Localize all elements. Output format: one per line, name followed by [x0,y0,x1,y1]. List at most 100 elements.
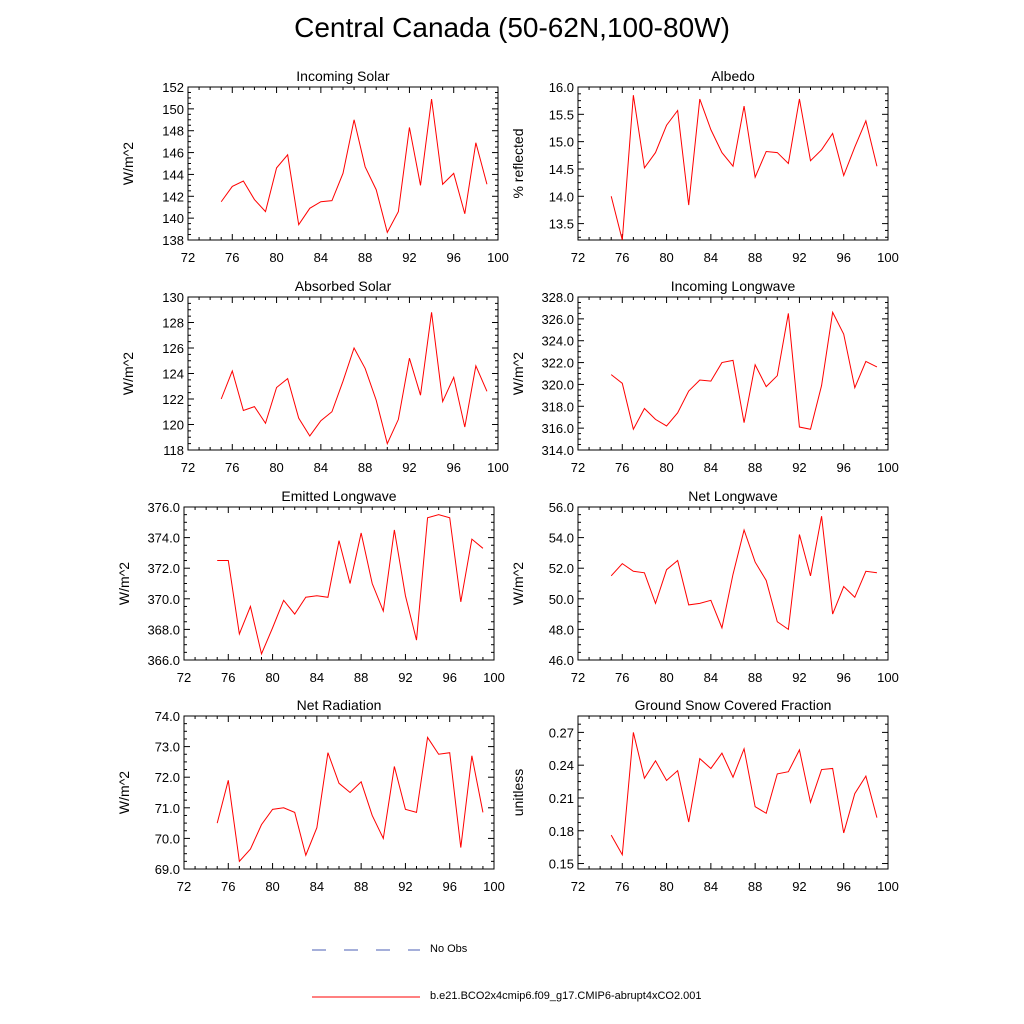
panel-title: Incoming Solar [296,68,390,84]
legend-label-no-obs: No Obs [430,943,468,955]
x-tick-label: 76 [615,460,629,475]
x-tick-label: 92 [792,460,806,475]
y-tick-label: 324.0 [541,334,574,349]
y-tick-label: 120 [162,418,184,433]
x-tick-label: 84 [310,879,324,894]
x-tick-label: 84 [314,250,328,265]
y-tick-label: 322.0 [541,356,574,371]
series-line [217,514,484,656]
x-tick-label: 96 [442,879,456,894]
x-tick-label: 80 [269,460,283,475]
x-tick-label: 88 [354,670,368,685]
x-tick-label: 72 [181,250,195,265]
panel-1: 72 76 80 84 88 92 96 100 138 140 142 144 146 148 150 15… [120,68,509,265]
y-tick-label: 71.0 [155,801,180,816]
series-line [220,98,488,234]
y-tick-label: 118 [163,443,184,458]
plot-frame [577,296,889,451]
series-line [610,95,878,241]
y-tick-label: 16.0 [549,80,574,95]
x-tick-label: 100 [877,670,899,685]
x-tick-label: 72 [571,460,585,475]
x-tick-label: 88 [748,460,762,475]
x-tick-label: 100 [877,250,899,265]
y-axis-label: W/m^2 [120,352,136,395]
y-tick-label: 13.5 [549,217,574,232]
y-tick-label: 56.0 [549,500,574,515]
y-tick-label: 15.0 [549,135,574,150]
y-tick-label: 130 [162,290,184,305]
x-tick-label: 88 [358,460,372,475]
series-line [610,732,878,857]
x-tick-label: 88 [748,670,762,685]
y-tick-label: 148 [162,124,184,139]
x-tick-label: 92 [398,670,412,685]
y-axis-label: W/m^2 [116,562,132,605]
y-tick-label: 46.0 [549,653,574,668]
panel-5: 72 76 80 84 88 92 96 100 366.0 368.0 370.0 372.0 374… [116,488,505,685]
x-tick-label: 84 [704,879,718,894]
y-axis-label: W/m^2 [116,771,132,814]
legend-swatch-dashed [312,949,420,951]
panel-title: Net Radiation [297,697,382,713]
y-axis-label: unitless [510,769,526,816]
y-tick-label: 0.27 [549,725,574,740]
x-tick-label: 76 [221,879,235,894]
x-tick-label: 84 [704,670,718,685]
x-tick-label: 100 [487,460,509,475]
x-tick-label: 92 [402,460,416,475]
x-tick-label: 100 [487,250,509,265]
y-tick-label: 142 [162,189,184,204]
x-tick-label: 96 [446,460,460,475]
x-tick-label: 96 [442,670,456,685]
y-tick-label: 152 [162,80,184,95]
y-tick-label: 326.0 [541,312,574,327]
x-tick-label: 84 [704,250,718,265]
y-tick-label: 150 [162,102,184,117]
panel-3: 72 76 80 84 88 92 96 100 118 120 122 124 126 128 130 Ab… [120,278,509,475]
x-tick-label: 96 [836,250,850,265]
x-tick-label: 92 [792,879,806,894]
y-axis-label: W/m^2 [510,562,526,605]
y-axis-label: % reflected [510,128,526,198]
x-tick-label: 80 [659,670,673,685]
x-tick-label: 84 [704,460,718,475]
x-tick-label: 76 [221,670,235,685]
x-tick-label: 84 [314,460,328,475]
panel-title: Emitted Longwave [281,488,396,504]
y-tick-label: 0.21 [549,791,574,806]
plot-frame [187,296,499,451]
y-tick-label: 318.0 [541,399,574,414]
y-tick-label: 144 [162,167,184,182]
y-tick-label: 14.0 [549,189,574,204]
y-axis-label: W/m^2 [120,142,136,185]
series-line [220,312,488,446]
legend-label-model: b.e21.BCO2x4cmip6.f09_g17.CMIP6-abrupt4x… [430,990,702,1002]
y-tick-label: 14.5 [549,162,574,177]
legend: No Obs b.e21.BCO2x4cmip6.f09_g17.CMIP6-a… [0,930,1024,1020]
x-tick-label: 92 [792,670,806,685]
x-tick-label: 80 [269,250,283,265]
y-tick-label: 328.0 [541,290,574,305]
y-tick-label: 54.0 [549,531,574,546]
x-tick-label: 72 [571,670,585,685]
x-tick-label: 88 [358,250,372,265]
x-tick-label: 96 [836,460,850,475]
x-tick-label: 76 [225,250,239,265]
x-tick-label: 84 [310,670,324,685]
plot-frame [183,506,495,661]
y-tick-label: 69.0 [155,862,180,877]
x-tick-label: 80 [659,460,673,475]
series-line [610,310,878,431]
y-tick-label: 126 [162,341,184,356]
panel-7: 72 76 80 84 88 92 96 100 69.0 70.0 71.0 72.0 73.0 74.… [116,697,505,894]
y-tick-label: 370.0 [147,592,180,607]
x-tick-label: 88 [354,879,368,894]
x-tick-label: 100 [483,670,505,685]
y-tick-label: 138 [162,233,184,248]
x-tick-label: 80 [265,670,279,685]
x-tick-label: 96 [836,879,850,894]
x-tick-label: 92 [398,879,412,894]
figure-title: Central Canada (50-62N,100-80W) [294,12,730,43]
